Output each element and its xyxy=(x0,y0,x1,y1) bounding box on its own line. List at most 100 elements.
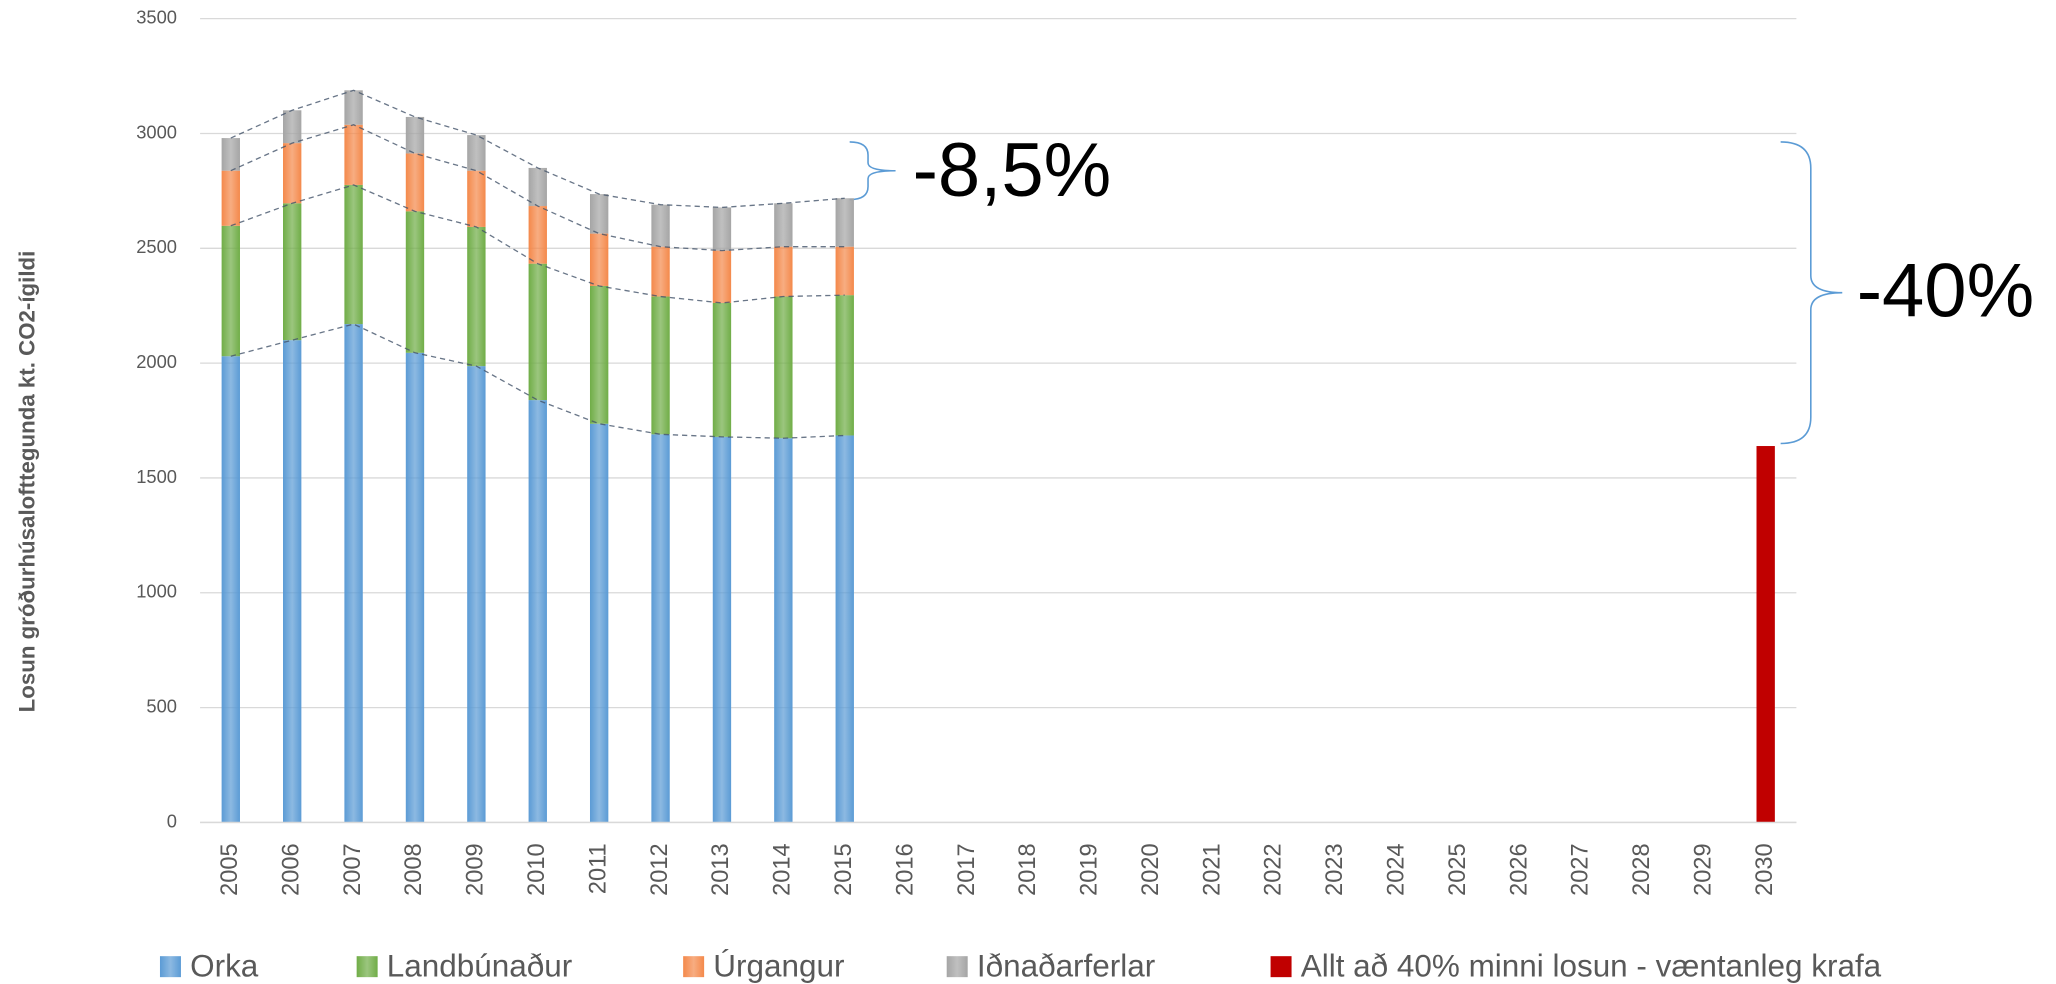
bar-segment xyxy=(651,296,670,435)
x-tick-label: 2013 xyxy=(708,843,734,896)
bar-segment xyxy=(344,324,363,823)
annotation: -40% xyxy=(1857,249,2035,334)
bar-segment xyxy=(1756,446,1775,823)
annotation: -8,5% xyxy=(913,128,1112,213)
x-tick-label: 2029 xyxy=(1691,843,1717,896)
y-axis-label: Losun gróðurhúsalofttegunda kt. CO2-ígil… xyxy=(15,251,40,713)
y-tick-label: 3500 xyxy=(136,6,177,27)
y-tick-label: 3000 xyxy=(136,121,177,142)
bar-segment xyxy=(344,90,363,125)
bar-segment xyxy=(221,356,240,823)
x-tick-label: 2012 xyxy=(647,843,673,896)
bar-segment xyxy=(283,110,302,144)
bar-segment xyxy=(774,246,793,297)
bar-segment xyxy=(651,246,670,297)
bar-segment xyxy=(528,206,547,264)
bar-segment xyxy=(712,250,732,303)
bar-segment xyxy=(405,153,425,212)
bar-segment xyxy=(712,436,732,823)
bar-segment xyxy=(835,246,854,296)
bar-segment xyxy=(835,295,854,436)
y-tick-label: 1500 xyxy=(136,466,177,487)
x-tick-label: 2024 xyxy=(1384,843,1410,896)
x-tick-label: 2026 xyxy=(1506,843,1532,896)
trend-line xyxy=(230,184,845,304)
bar-segment xyxy=(528,263,547,401)
legend-label: Úrgangur xyxy=(713,948,844,983)
y-tick-label: 500 xyxy=(146,695,177,716)
legend-label: Iðnaðarferlar xyxy=(977,948,1155,983)
bar-segment xyxy=(835,435,854,823)
bar-segment xyxy=(528,400,547,823)
brace xyxy=(1780,141,1843,445)
legend-swatch xyxy=(683,956,705,978)
bar-segment xyxy=(774,203,793,247)
bar-segment xyxy=(467,366,486,823)
x-tick-label: 2006 xyxy=(278,843,304,896)
legend-swatch xyxy=(159,956,181,978)
bar-segment xyxy=(651,434,670,823)
x-tick-label: 2014 xyxy=(770,843,796,896)
bar-segment xyxy=(589,233,609,286)
x-tick-label: 2023 xyxy=(1322,843,1348,896)
x-tick-label: 2005 xyxy=(217,843,243,896)
trend-line xyxy=(230,323,845,439)
x-tick-label: 2028 xyxy=(1629,843,1655,896)
x-tick-label: 2008 xyxy=(401,843,427,896)
legend-swatch xyxy=(946,956,968,978)
bar-segment xyxy=(774,296,793,439)
legend-swatch xyxy=(1270,956,1292,978)
legend-label: Orka xyxy=(190,948,259,983)
bar-segment xyxy=(589,194,609,234)
bar-segment xyxy=(283,340,302,823)
y-tick-label: 1000 xyxy=(136,581,177,602)
x-tick-label: 2030 xyxy=(1752,843,1778,896)
bar-segment xyxy=(712,207,732,251)
x-tick-label: 2019 xyxy=(1077,843,1103,896)
bar-segment xyxy=(467,226,486,367)
bar-segment xyxy=(405,211,425,353)
bar-segment xyxy=(221,138,240,171)
y-tick-label: 0 xyxy=(167,810,177,831)
bar-segment xyxy=(712,302,732,437)
legend-label: Landbúnaður xyxy=(387,948,572,983)
x-tick-label: 2022 xyxy=(1261,843,1287,896)
x-tick-label: 2010 xyxy=(524,843,550,896)
x-tick-label: 2021 xyxy=(1199,843,1225,896)
bar-segment xyxy=(221,170,240,226)
x-tick-label: 2025 xyxy=(1445,843,1471,896)
x-tick-label: 2007 xyxy=(340,843,366,896)
x-tick-label: 2011 xyxy=(585,843,611,894)
bar-segment xyxy=(221,225,240,357)
bar-segment xyxy=(283,203,302,341)
bar-segment xyxy=(528,167,547,207)
bar-segment xyxy=(344,124,363,185)
bar-segment xyxy=(651,204,670,247)
brace xyxy=(849,141,896,201)
bar-segment xyxy=(283,143,302,204)
bar-segment xyxy=(467,135,486,171)
x-tick-label: 2017 xyxy=(954,843,980,896)
bar-segment xyxy=(344,184,363,325)
bar-segment xyxy=(774,438,793,823)
bar-segment xyxy=(589,285,609,424)
y-tick-label: 2500 xyxy=(136,236,177,257)
bar-segment xyxy=(405,352,425,823)
bar-segment xyxy=(835,198,854,247)
trend-line xyxy=(230,124,845,252)
x-tick-label: 2020 xyxy=(1138,843,1164,896)
trend-line xyxy=(230,89,845,209)
bar-segment xyxy=(589,423,609,823)
legend-label: Allt að 40% minni losun - væntanleg kraf… xyxy=(1301,948,1882,983)
x-tick-label: 2018 xyxy=(1015,843,1041,896)
x-tick-label: 2016 xyxy=(892,843,918,896)
y-tick-label: 2000 xyxy=(136,351,177,372)
legend-swatch xyxy=(356,956,378,978)
bar-segment xyxy=(405,116,425,154)
x-tick-label: 2015 xyxy=(831,843,857,896)
x-tick-label: 2027 xyxy=(1568,843,1594,896)
x-tick-label: 2009 xyxy=(463,843,489,896)
bar-segment xyxy=(467,170,486,227)
